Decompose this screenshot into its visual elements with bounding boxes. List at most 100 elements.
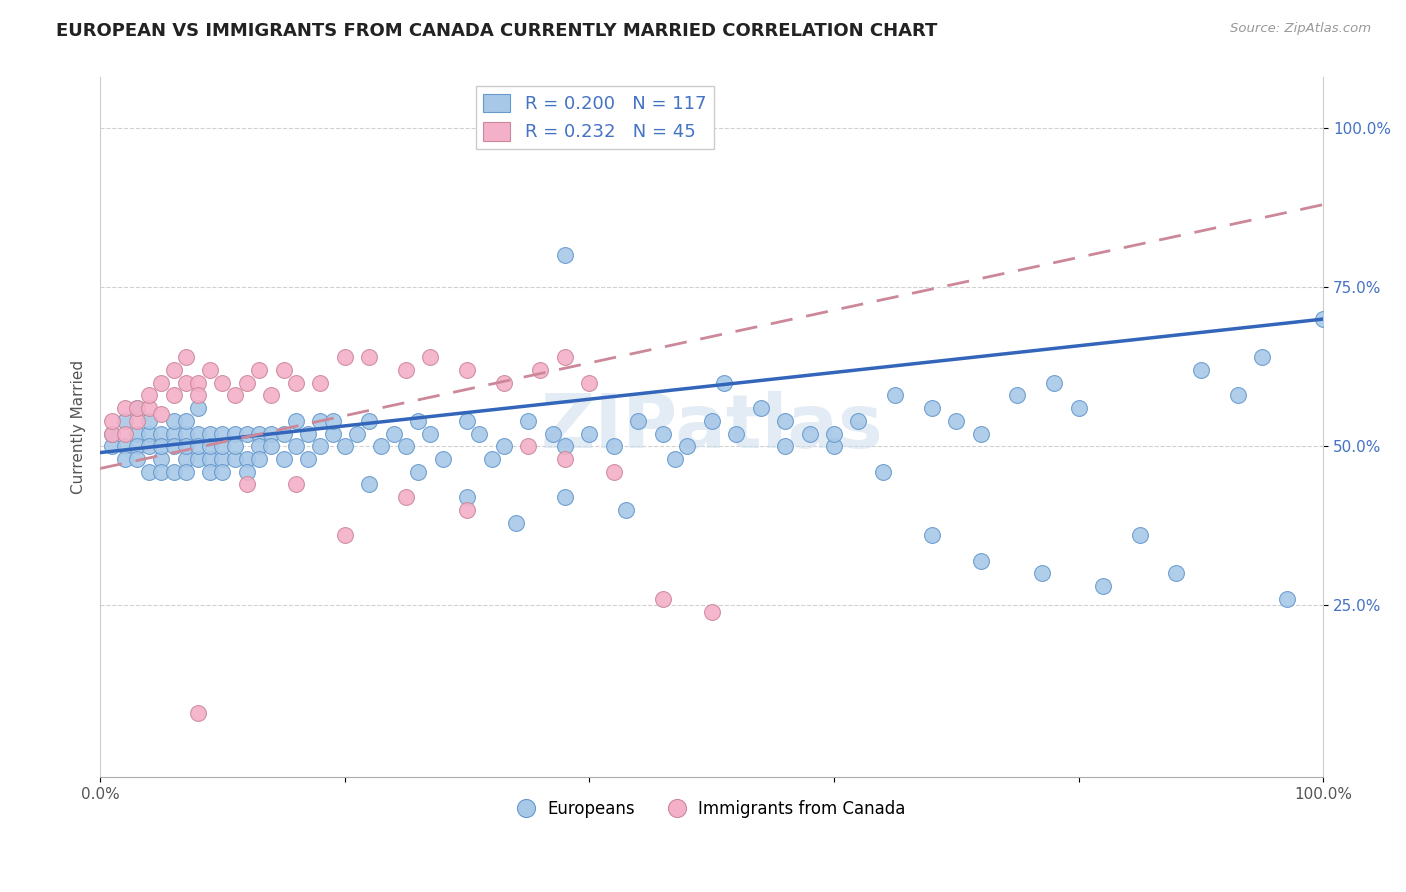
Point: [101, 426, 124, 441]
Point: [627, 414, 650, 428]
Point: [150, 452, 173, 467]
Point: [359, 350, 381, 364]
Point: [419, 426, 441, 441]
Point: [150, 439, 173, 453]
Point: [187, 401, 209, 415]
Point: [101, 414, 124, 428]
Point: [578, 426, 600, 441]
Point: [823, 439, 845, 453]
Point: [603, 465, 626, 479]
Point: [114, 414, 136, 428]
Point: [309, 376, 332, 390]
Point: [1031, 566, 1053, 581]
Point: [1007, 388, 1029, 402]
Point: [492, 376, 515, 390]
Point: [884, 388, 907, 402]
Point: [614, 503, 637, 517]
Point: [247, 363, 270, 377]
Point: [247, 439, 270, 453]
Point: [162, 439, 184, 453]
Point: [713, 376, 735, 390]
Point: [211, 426, 233, 441]
Point: [541, 426, 564, 441]
Point: [150, 426, 173, 441]
Point: [823, 426, 845, 441]
Point: [211, 376, 233, 390]
Point: [236, 452, 259, 467]
Point: [359, 414, 381, 428]
Point: [1043, 376, 1066, 390]
Point: [138, 401, 160, 415]
Point: [211, 439, 233, 453]
Point: [114, 426, 136, 441]
Point: [1251, 350, 1274, 364]
Point: [174, 452, 197, 467]
Point: [481, 452, 503, 467]
Point: [138, 426, 160, 441]
Point: [174, 439, 197, 453]
Point: [921, 528, 943, 542]
Point: [125, 401, 148, 415]
Point: [273, 363, 295, 377]
Point: [749, 401, 772, 415]
Point: [676, 439, 699, 453]
Point: [284, 376, 307, 390]
Point: [492, 439, 515, 453]
Point: [187, 439, 209, 453]
Point: [125, 439, 148, 453]
Point: [1092, 579, 1115, 593]
Point: [260, 439, 283, 453]
Point: [174, 465, 197, 479]
Point: [114, 452, 136, 467]
Point: [174, 426, 197, 441]
Point: [284, 477, 307, 491]
Point: [174, 414, 197, 428]
Point: [236, 376, 259, 390]
Point: [162, 465, 184, 479]
Point: [529, 363, 551, 377]
Point: [236, 477, 259, 491]
Point: [297, 426, 319, 441]
Point: [174, 350, 197, 364]
Point: [138, 465, 160, 479]
Point: [284, 439, 307, 453]
Point: [247, 452, 270, 467]
Text: EUROPEAN VS IMMIGRANTS FROM CANADA CURRENTLY MARRIED CORRELATION CHART: EUROPEAN VS IMMIGRANTS FROM CANADA CURRE…: [56, 22, 938, 40]
Point: [505, 516, 527, 530]
Point: [247, 426, 270, 441]
Point: [322, 426, 344, 441]
Point: [101, 439, 124, 453]
Point: [406, 414, 429, 428]
Point: [1067, 401, 1090, 415]
Point: [150, 376, 173, 390]
Point: [554, 452, 576, 467]
Point: [309, 439, 332, 453]
Point: [162, 363, 184, 377]
Point: [236, 465, 259, 479]
Point: [773, 439, 796, 453]
Point: [297, 452, 319, 467]
Point: [200, 465, 222, 479]
Point: [187, 706, 209, 721]
Point: [554, 439, 576, 453]
Point: [333, 528, 356, 542]
Point: [114, 439, 136, 453]
Point: [1226, 388, 1249, 402]
Point: [848, 414, 870, 428]
Point: [187, 376, 209, 390]
Point: [284, 414, 307, 428]
Point: [273, 426, 295, 441]
Point: [725, 426, 748, 441]
Point: [211, 465, 233, 479]
Point: [150, 465, 173, 479]
Point: [651, 426, 673, 441]
Point: [554, 350, 576, 364]
Point: [187, 388, 209, 402]
Point: [395, 363, 418, 377]
Point: [125, 452, 148, 467]
Point: [162, 388, 184, 402]
Point: [773, 414, 796, 428]
Point: [346, 426, 368, 441]
Point: [432, 452, 454, 467]
Point: [517, 414, 540, 428]
